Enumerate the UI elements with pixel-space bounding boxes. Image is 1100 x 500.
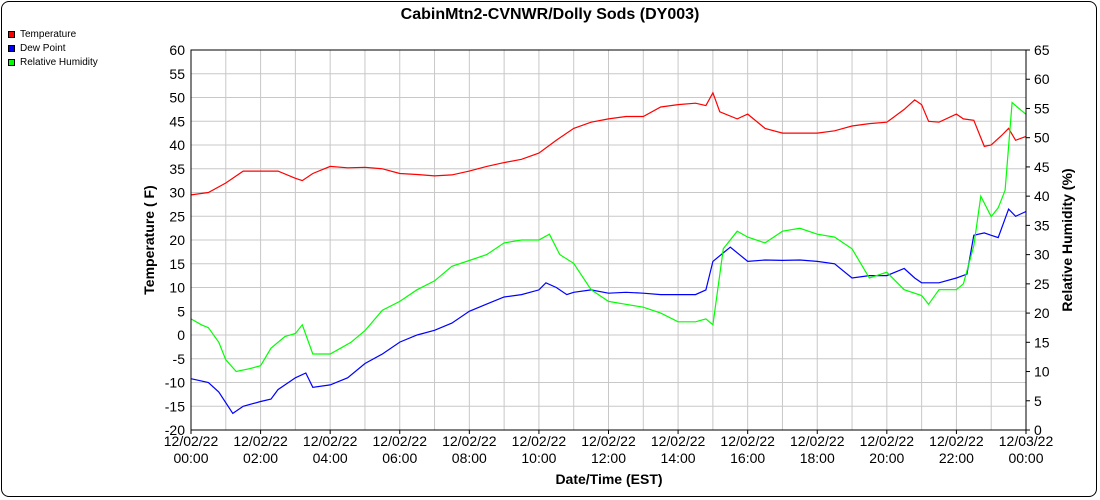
- y-tick-left: 40: [169, 137, 185, 153]
- y-tick-right: 40: [1034, 188, 1050, 204]
- series-line-dew-point: [190, 207, 1027, 415]
- y-tick-left: 45: [169, 113, 185, 129]
- y-tick-right: 25: [1034, 276, 1050, 292]
- x-tick-time: 18:00: [800, 450, 835, 466]
- x-tick-time: 06:00: [382, 450, 417, 466]
- y-tick-right: 50: [1034, 130, 1050, 146]
- y-tick-right: 65: [1034, 42, 1050, 58]
- x-tick-time: 12:00: [591, 450, 626, 466]
- x-tick-time: 00:00: [1008, 450, 1043, 466]
- y-tick-left: 25: [169, 208, 185, 224]
- chart-title: CabinMtn2-CVNWR/Dolly Sods (DY003): [401, 6, 700, 23]
- x-tick-date: 12/02/22: [233, 433, 288, 449]
- y-tick-left: -15: [165, 398, 185, 414]
- x-tick-time: 04:00: [313, 450, 348, 466]
- legend-label-dew-point: Dew Point: [20, 42, 66, 54]
- y-tick-right: 60: [1034, 71, 1050, 87]
- x-tick-time: 10:00: [521, 450, 556, 466]
- y-tick-left: 5: [177, 303, 185, 319]
- chart-grid: [190, 49, 1027, 431]
- series-line-temperature: [190, 91, 1027, 196]
- y-tick-left: 55: [169, 66, 185, 82]
- x-tick-time: 02:00: [243, 450, 278, 466]
- legend-swatch-temperature: [8, 30, 15, 38]
- y-tick-right: 35: [1034, 217, 1050, 233]
- y-axis-left-label: Temperature ( F): [141, 185, 157, 294]
- y-tick-right: 55: [1034, 100, 1050, 116]
- x-tick-date: 12/02/22: [373, 433, 428, 449]
- x-tick-date: 12/02/22: [720, 433, 775, 449]
- y-tick-left: -20: [165, 422, 185, 438]
- y-tick-right: 45: [1034, 159, 1050, 175]
- legend-label-relative-humidity: Relative Humidity: [20, 56, 98, 68]
- x-tick-date: 12/02/22: [164, 433, 219, 449]
- x-tick-date: 12/02/22: [929, 433, 984, 449]
- y-tick-right: 5: [1034, 393, 1042, 409]
- y-tick-right: 0: [1034, 422, 1042, 438]
- y-tick-left: 20: [169, 232, 185, 248]
- x-axis-label: Date/Time (EST): [555, 471, 662, 487]
- legend-item-dew-point: Dew Point: [8, 41, 98, 55]
- x-tick-time: 00:00: [173, 450, 208, 466]
- y-tick-left: 10: [169, 280, 185, 296]
- plot-area-border: [190, 49, 1027, 431]
- y-tick-right: 10: [1034, 364, 1050, 380]
- x-tick-date: 12/02/22: [303, 433, 358, 449]
- y-tick-left: -5: [173, 351, 186, 367]
- x-tick-date: 12/03/22: [999, 433, 1054, 449]
- x-tick-time: 08:00: [452, 450, 487, 466]
- x-tick-date: 12/02/22: [512, 433, 567, 449]
- y-tick-left: 60: [169, 42, 185, 58]
- x-tick-date: 12/02/22: [442, 433, 497, 449]
- x-tick-time: 14:00: [661, 450, 696, 466]
- y-tick-left: -10: [165, 375, 185, 391]
- legend-item-relative-humidity: Relative Humidity: [8, 55, 98, 69]
- y-tick-right: 15: [1034, 334, 1050, 350]
- series-line-relative-humidity: [190, 101, 1027, 373]
- x-tick-time: 22:00: [939, 450, 974, 466]
- y-tick-left: 50: [169, 90, 185, 106]
- y-tick-right: 30: [1034, 247, 1050, 263]
- x-tick-time: 20:00: [869, 450, 904, 466]
- x-tick-date: 12/02/22: [860, 433, 915, 449]
- x-tick-date: 12/02/22: [790, 433, 845, 449]
- y-tick-left: 30: [169, 185, 185, 201]
- x-tick-date: 12/02/22: [651, 433, 706, 449]
- chart-series: [190, 91, 1027, 415]
- y-tick-left: 35: [169, 161, 185, 177]
- chart-axes: 605550454035302520151050-5-10-15-2065605…: [164, 42, 1054, 466]
- x-tick-time: 16:00: [730, 450, 765, 466]
- legend-swatch-dew-point: [8, 44, 15, 52]
- legend-label-temperature: Temperature: [20, 28, 77, 40]
- y-tick-right: 20: [1034, 305, 1050, 321]
- legend-item-temperature: Temperature: [8, 27, 98, 41]
- y-axis-right-label: Relative Humidity (%): [1059, 168, 1075, 311]
- x-tick-date: 12/02/22: [581, 433, 636, 449]
- legend-swatch-relative-humidity: [8, 58, 15, 66]
- y-tick-left: 15: [169, 256, 185, 272]
- y-tick-left: 0: [177, 327, 185, 343]
- chart-legend: Temperature Dew Point Relative Humidity: [8, 27, 98, 69]
